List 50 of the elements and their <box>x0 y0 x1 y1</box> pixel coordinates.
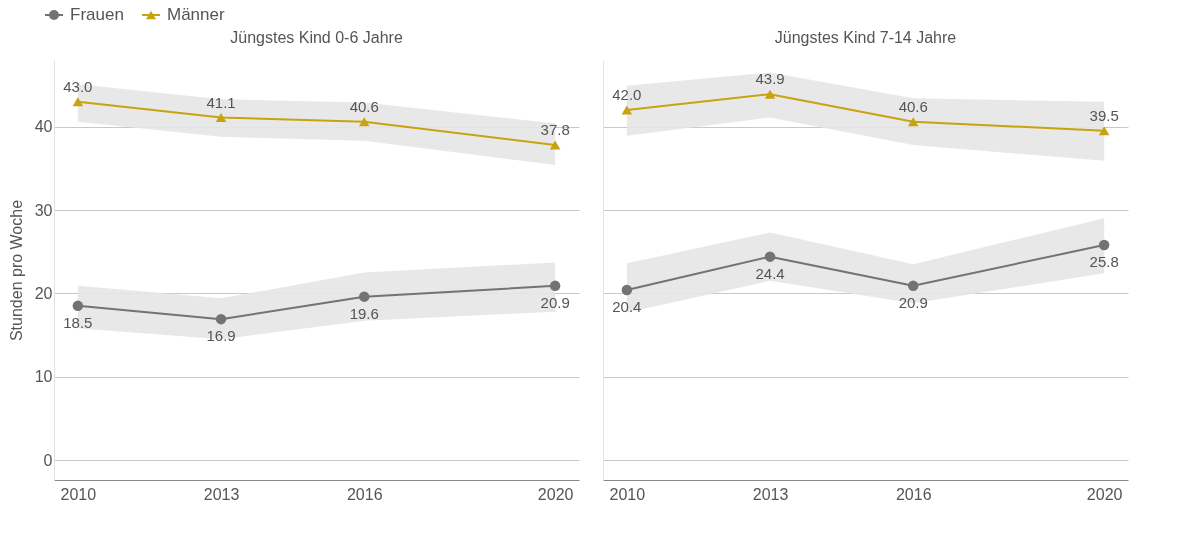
point <box>907 280 919 292</box>
legend-label: Männer <box>167 5 225 24</box>
point <box>358 291 370 302</box>
point <box>621 105 633 115</box>
chart-title: Jüngstes Kind 7-14 Jahre <box>774 29 957 46</box>
x-tick-label: 2016 <box>895 485 932 503</box>
data-label: 43.9 <box>755 70 785 88</box>
data-label: 25.8 <box>1089 253 1119 270</box>
y-tick-label: 40 <box>34 118 53 136</box>
data-label: 19.6 <box>349 304 379 322</box>
point <box>72 97 84 107</box>
y-tick-label: 30 <box>34 201 53 219</box>
data-label: 20.4 <box>612 298 642 315</box>
point <box>215 112 227 123</box>
data-label: 39.5 <box>1089 106 1119 124</box>
point <box>215 313 227 325</box>
y-tick-label: 20 <box>34 284 53 302</box>
data-label: 24.4 <box>755 264 785 282</box>
data-label: 20.9 <box>540 293 570 311</box>
point <box>764 251 776 262</box>
x-tick-label: 2013 <box>203 485 240 503</box>
point <box>358 117 370 127</box>
data-label: 18.5 <box>63 313 93 331</box>
point <box>549 280 561 292</box>
chart-title: Jüngstes Kind 0-6 Jahre <box>230 29 403 46</box>
y-tick-label: 0 <box>43 451 53 469</box>
data-label: 20.9 <box>898 293 928 311</box>
point <box>907 117 919 127</box>
point <box>72 300 84 312</box>
point <box>1098 126 1110 136</box>
x-tick-label: 2013 <box>752 485 789 503</box>
point <box>621 284 633 296</box>
data-label: 43.0 <box>63 77 93 95</box>
x-tick-label: 2010 <box>60 485 97 503</box>
x-tick-label: 2020 <box>537 485 574 503</box>
data-label: 42.0 <box>612 86 642 103</box>
data-label: 41.1 <box>206 93 236 111</box>
point <box>764 89 776 99</box>
data-label: 16.9 <box>206 327 236 345</box>
x-tick-label: 2016 <box>346 485 383 503</box>
x-tick-label: 2020 <box>1086 485 1123 503</box>
data-label: 40.6 <box>898 97 928 115</box>
data-label: 40.6 <box>349 97 379 115</box>
data-label: 37.8 <box>540 121 570 138</box>
y-axis-title: Stunden pro Woche <box>7 199 25 342</box>
legend-label: Frauen <box>70 5 124 24</box>
point <box>1098 239 1110 251</box>
x-tick-label: 2010 <box>609 485 646 503</box>
y-tick-label: 10 <box>34 368 53 386</box>
point <box>549 140 561 150</box>
